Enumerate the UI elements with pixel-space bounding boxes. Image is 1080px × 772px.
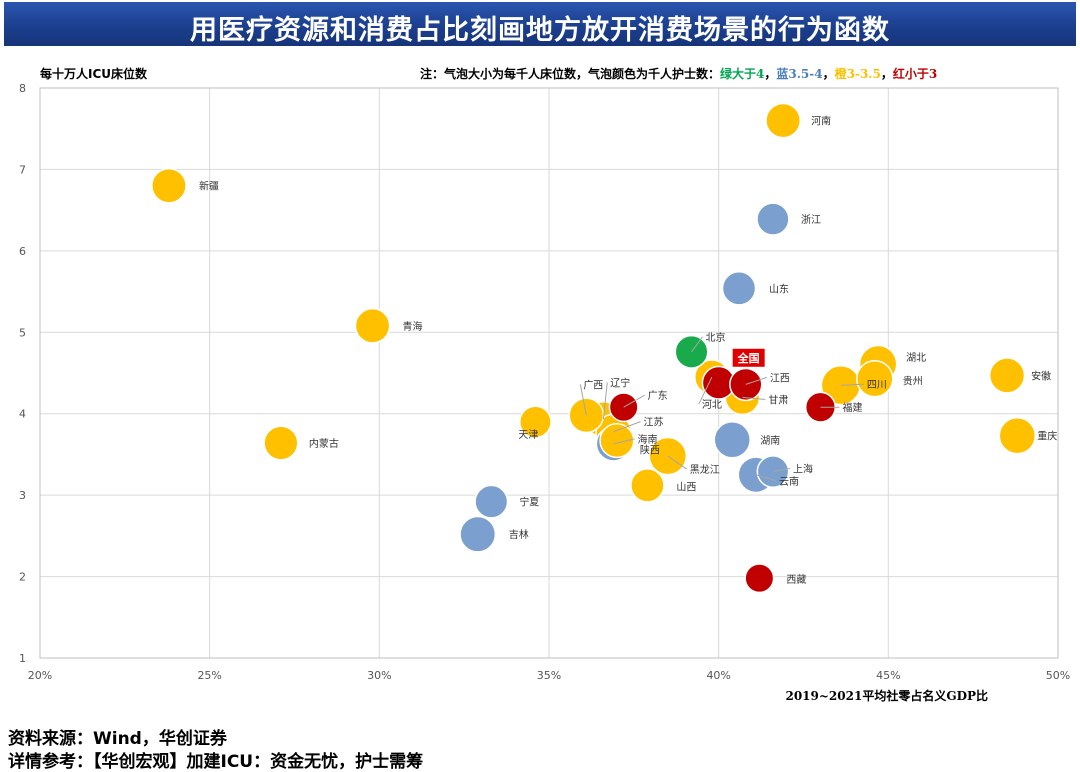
page-title: 用医疗资源和消费占比刻画地方放开消费场景的行为函数 [190, 15, 890, 46]
bubble-point [744, 563, 775, 594]
y-tick-label: 7 [19, 163, 26, 176]
bubble-point [630, 468, 665, 503]
bubble-label: 海南 [637, 433, 657, 446]
bubble-label: 辽宁 [610, 376, 630, 389]
legend-note-separator: ， [823, 67, 835, 81]
legend-note-item: 蓝3.5-4 [776, 66, 822, 81]
legend-note-prefix: 注：气泡大小为每千人床位数，气泡颜色为千人护士数： [420, 66, 720, 81]
bubble-point [756, 202, 790, 236]
bubble-label: 上海 [793, 463, 813, 476]
bubble-label: 贵州 [903, 375, 923, 388]
legend-note-separator: ， [881, 67, 893, 81]
bubble-label: 云南 [779, 475, 799, 488]
legend-note-item: 红小于3 [893, 66, 937, 81]
x-tick-label: 25% [197, 669, 221, 682]
legend-note-separator: ， [764, 67, 776, 81]
bubble-label: 河北 [702, 399, 722, 411]
x-tick-label: 50% [1046, 669, 1070, 682]
bubble-point [765, 102, 802, 139]
bubble-label: 黑龙江 [690, 463, 720, 476]
bubble-label: 河南 [811, 115, 831, 128]
label-leader-line [623, 394, 645, 408]
bubble-label: 江苏 [643, 416, 663, 429]
y-tick-label: 6 [19, 245, 26, 258]
label-leader-line [579, 384, 587, 416]
bubble-point [459, 515, 497, 553]
bubble-label: 西藏 [786, 574, 806, 586]
bubble-label: 青海 [403, 320, 423, 333]
bubble-label: 安徽 [1031, 369, 1051, 382]
bubble-point [263, 425, 299, 461]
bubble-label: 宁夏 [519, 496, 539, 509]
bubble-point [713, 421, 751, 459]
bubble-point [354, 307, 391, 344]
label-leader-line [755, 474, 777, 482]
bubble-label: 陕西 [640, 444, 660, 457]
bubble-label: 广东 [648, 389, 668, 402]
x-tick-label: 30% [367, 669, 391, 682]
bubble-label: 山东 [769, 282, 789, 295]
bubble-point [474, 484, 509, 519]
y-tick-label: 1 [19, 652, 26, 665]
legend-note-item: 橙3-3.5 [835, 66, 881, 81]
label-leader-line [613, 421, 641, 433]
label-leader-line [698, 376, 713, 405]
label-leader-line [691, 336, 703, 353]
bubble-label: 新疆 [199, 180, 219, 193]
legend-note: 注：气泡大小为每千人床位数，气泡颜色为千人护士数：绿大于4，蓝3.5-4，橙3-… [420, 66, 937, 81]
label-leader-line [840, 383, 864, 386]
national-badge [732, 348, 765, 367]
legend-note-item: 绿大于4 [720, 66, 764, 81]
bubble-label: 北京 [706, 331, 726, 344]
bubble-label: 江西 [770, 372, 790, 384]
bubble-label: 重庆 [1037, 430, 1057, 443]
source-note: 资料来源：Wind，华创证券 [8, 729, 227, 749]
y-tick-label: 8 [19, 82, 26, 95]
bubble-point [599, 423, 635, 459]
x-tick-label: 35% [537, 669, 561, 682]
bubble-label: 广西 [583, 379, 603, 391]
x-axis-title: 2019~2021平均社零占名义GDP比 [785, 688, 988, 703]
bubble-label: 甘肃 [768, 393, 788, 406]
y-tick-label: 3 [19, 489, 26, 502]
bubble-label: 天津 [518, 429, 538, 441]
x-tick-label: 20% [28, 669, 52, 682]
bubble-point [721, 271, 757, 306]
reference-note: 详情参考：【华创宏观】加建ICU：资金无忧，护士需筹 [8, 752, 424, 772]
plot-frame [39, 87, 1059, 659]
bubble-point [988, 357, 1026, 394]
title-banner: 用医疗资源和消费占比刻画地方放开消费场景的行为函数 [4, 2, 1076, 46]
y-tick-label: 4 [19, 408, 26, 421]
bubble-label: 吉林 [509, 528, 529, 541]
label-leader-line [772, 468, 791, 473]
bubble-point [151, 167, 187, 204]
label-leader-line [602, 382, 608, 420]
bubble-label: 内蒙古 [309, 437, 339, 450]
label-leader-line [745, 376, 767, 385]
bubble-label: 湖北 [906, 352, 926, 364]
y-tick-label: 2 [19, 571, 26, 584]
y-axis-title: 每十万人ICU床位数 [40, 66, 148, 81]
bubble-chart: 1 2 3 4 5 6 7 8 20% 25% 30% 35% 40% 45% 50% 河南新疆浙江山东青海… [19, 66, 1070, 703]
bubble-label: 福建 [842, 401, 862, 414]
bubble-point [856, 359, 894, 398]
bubble-label: 湖南 [760, 434, 780, 447]
label-leader-line [742, 396, 766, 400]
national-badge-label: 全国 [737, 351, 760, 365]
bubble-label: 四川 [867, 380, 887, 391]
bubble-label: 浙江 [801, 214, 821, 226]
bubble-label: 山西 [676, 481, 696, 493]
bubble-point [674, 334, 709, 369]
label-leader-line [667, 455, 688, 470]
label-leader-line [613, 438, 635, 445]
bubble-point [519, 405, 552, 439]
x-tick-label: 45% [876, 669, 900, 682]
y-tick-label: 5 [19, 326, 26, 339]
bubble-point [998, 416, 1037, 455]
x-tick-label: 40% [706, 669, 730, 682]
